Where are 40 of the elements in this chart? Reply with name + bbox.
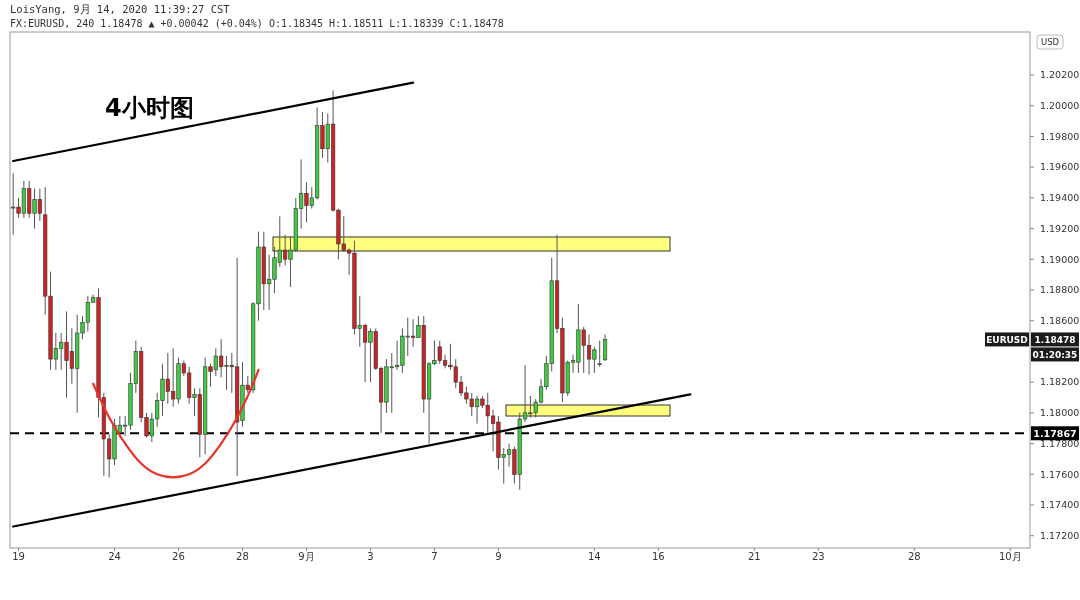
x-tick-label: 14 xyxy=(588,551,601,562)
ref-line-label: 1.17867 xyxy=(1033,427,1077,439)
x-tick-label: 23 xyxy=(811,551,825,562)
y-tick-label: 1.17200 xyxy=(1040,530,1080,542)
x-tick-label: 21 xyxy=(747,551,761,562)
y-tick-label: 1.18800 xyxy=(1040,284,1080,296)
x-tick-label: 7 xyxy=(431,551,438,562)
y-tick-label: 1.19400 xyxy=(1040,192,1080,204)
annotation: EURUSD xyxy=(986,334,1028,345)
x-tick-label: 24 xyxy=(108,551,121,562)
x-tick-label: 28 xyxy=(907,551,921,562)
y-tick-label: 1.19600 xyxy=(1040,161,1080,173)
x-tick-label: 26 xyxy=(172,551,185,562)
x-tick-label: 9 xyxy=(495,551,502,562)
y-tick-label: 1.19000 xyxy=(1040,253,1080,265)
x-tick-label: 3 xyxy=(367,551,374,562)
y-tick-label: 1.18600 xyxy=(1040,315,1080,327)
y-tick-label: 1.18000 xyxy=(1040,407,1080,419)
y-tick-label: 1.19200 xyxy=(1040,222,1080,234)
x-tick-label: 19 xyxy=(12,551,25,562)
y-tick-label: 1.18200 xyxy=(1040,376,1080,388)
chart-title: LoisYang, 9月 14, 2020 11:39:27 CST xyxy=(10,3,231,15)
candlestick xyxy=(602,333,608,362)
candlestick xyxy=(597,340,602,368)
y-tick-label: 1.20000 xyxy=(1040,100,1080,112)
chart-subtitle: FX:EURUSD, 240 1.18478 ▲ +0.00042 (+0.04%) O:1.18345 H:1.18511 L:1.18339 C:1.18478 xyxy=(10,18,504,29)
x-tick-label: 28 xyxy=(236,551,249,562)
y-tick-label: 1.19800 xyxy=(1040,130,1080,142)
text: 1.18478 xyxy=(1034,334,1076,345)
x-tick-label: 10月 xyxy=(998,551,1022,562)
annotation: 4小时图 xyxy=(105,94,194,122)
text: 01:20:35 xyxy=(1032,349,1078,360)
y-tick-label: 1.20200 xyxy=(1040,69,1080,81)
x-tick-label: 16 xyxy=(652,551,665,562)
line-series xyxy=(92,368,260,479)
x-tick-label: 9月 xyxy=(298,551,315,562)
y-axis-title: USD xyxy=(1040,36,1060,47)
y-tick-label: 1.17400 xyxy=(1040,499,1080,511)
y-tick-label: 1.17600 xyxy=(1040,468,1080,480)
y-tick-label: 1.17800 xyxy=(1040,437,1080,449)
